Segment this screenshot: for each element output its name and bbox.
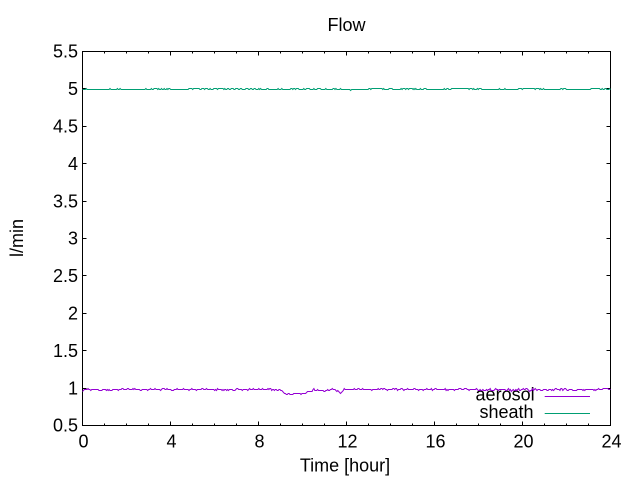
svg-text:4.5: 4.5	[53, 117, 78, 137]
svg-text:3: 3	[68, 229, 78, 249]
svg-text:12: 12	[337, 432, 357, 452]
svg-text:3.5: 3.5	[53, 191, 78, 211]
svg-text:Time [hour]: Time [hour]	[300, 455, 390, 475]
svg-text:5.5: 5.5	[53, 42, 78, 62]
svg-text:24: 24	[601, 432, 621, 452]
svg-text:sheath: sheath	[479, 402, 533, 422]
svg-text:0: 0	[78, 432, 88, 452]
svg-text:Flow: Flow	[327, 15, 366, 35]
svg-text:20: 20	[513, 432, 533, 452]
svg-text:1: 1	[68, 378, 78, 398]
svg-text:4: 4	[166, 432, 176, 452]
svg-text:0.5: 0.5	[53, 416, 78, 436]
svg-text:1.5: 1.5	[53, 341, 78, 361]
svg-text:4: 4	[68, 154, 78, 174]
svg-text:16: 16	[425, 432, 445, 452]
svg-text:2.5: 2.5	[53, 266, 78, 286]
svg-text:l/min: l/min	[7, 219, 27, 257]
svg-text:8: 8	[254, 432, 264, 452]
svg-text:5: 5	[68, 79, 78, 99]
svg-text:2: 2	[68, 304, 78, 324]
